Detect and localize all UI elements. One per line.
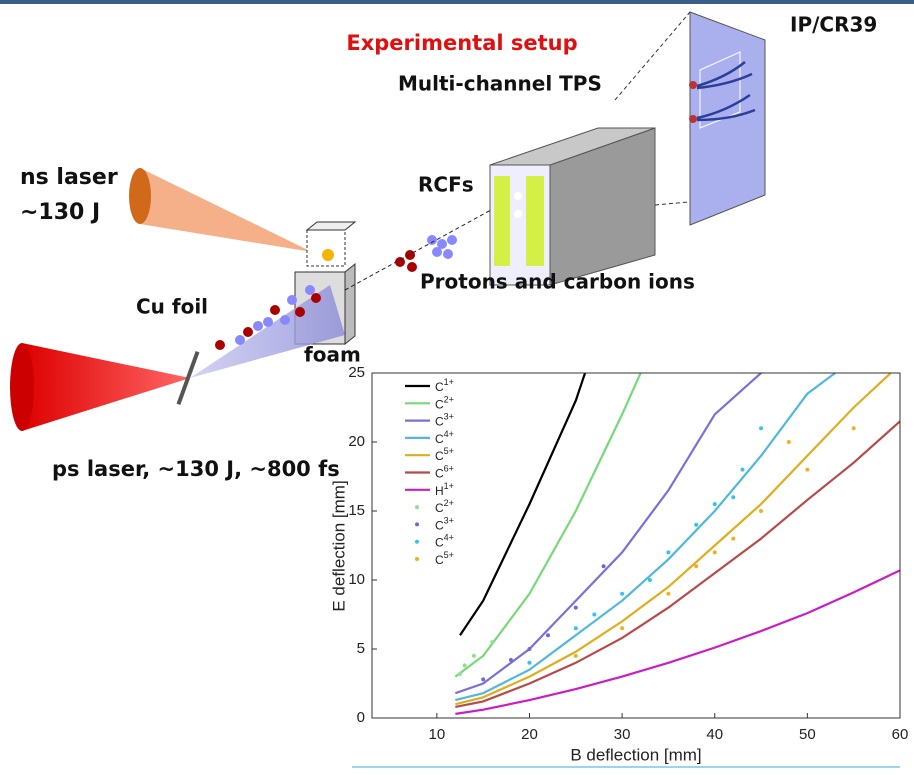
legend-marker [415, 505, 419, 509]
y-tick-label: 5 [357, 640, 365, 657]
scatter-point [713, 502, 717, 506]
target-spot [322, 249, 334, 261]
upper-cube-top [307, 222, 355, 230]
scatter-point [527, 661, 531, 665]
scatter-point [574, 626, 578, 630]
y-tick-label: 25 [348, 364, 365, 381]
label: ps laser, ~130 J, ~800 fs [52, 457, 340, 481]
plot-area [372, 373, 900, 718]
scatter-point [602, 564, 606, 568]
y-tick-label: 20 [348, 433, 365, 450]
scatter-point [666, 592, 670, 596]
zero-point [689, 81, 697, 89]
scatter-point [458, 672, 462, 676]
label: ns laser [20, 165, 118, 190]
scatter-point [472, 654, 476, 658]
pinhole [514, 192, 522, 200]
foam-cube-side [345, 264, 355, 344]
pinhole [514, 210, 522, 218]
scatter-point [574, 654, 578, 658]
scatter-point [731, 495, 735, 499]
scatter-point [592, 613, 596, 617]
scatter-point [731, 537, 735, 541]
title: Experimental setup [346, 31, 577, 55]
scatter-point [713, 550, 717, 554]
ns-beam [140, 168, 312, 252]
x-tick-label: 10 [428, 726, 445, 743]
scatter-point [787, 440, 791, 444]
page: Experimental setup Multi-channel TPS IP/… [0, 0, 914, 770]
x-axis-label: B deflection [mm] [570, 745, 701, 764]
scatter-point [666, 550, 670, 554]
scatter-point [694, 523, 698, 527]
legend-marker [415, 557, 419, 561]
rcf-1 [494, 176, 510, 266]
scatter-point [805, 468, 809, 472]
label: foam [304, 343, 361, 367]
zero-point [689, 115, 697, 123]
x-tick-label: 60 [892, 726, 909, 743]
y-tick-label: 15 [348, 502, 365, 519]
ps-beam [22, 343, 190, 431]
y-tick-label: 0 [357, 709, 365, 726]
scatter-point [463, 664, 467, 668]
scatter-point [509, 658, 513, 662]
scatter-point [546, 633, 550, 637]
label: Protons and carbon ions [420, 270, 695, 294]
y-axis-label: E deflection [mm] [329, 480, 348, 611]
scatter-point [620, 626, 624, 630]
label: RCFs [418, 173, 474, 197]
scatter-point [620, 592, 624, 596]
legend-marker [415, 522, 419, 526]
projection-line [615, 12, 690, 100]
x-tick-label: 50 [799, 726, 816, 743]
y-tick-label: 10 [348, 571, 365, 588]
scatter-point [648, 578, 652, 582]
scatter-point [741, 468, 745, 472]
ps-aperture [10, 343, 34, 431]
label: ~130 J [20, 200, 100, 225]
label: Cu foil [136, 295, 208, 319]
label: Multi-channel TPS [398, 72, 602, 96]
ns-aperture [129, 168, 151, 224]
scatter-point [759, 426, 763, 430]
x-tick-label: 20 [521, 726, 538, 743]
scatter-point [852, 426, 856, 430]
scatter-point [759, 509, 763, 513]
legend-marker [415, 540, 419, 544]
scatter-point [574, 606, 578, 610]
scatter-point [694, 564, 698, 568]
label: IP/CR39 [790, 13, 877, 37]
scatter-point [481, 677, 485, 681]
top-bar [0, 0, 914, 4]
scatter-point [490, 640, 494, 644]
scatter-point [527, 647, 531, 651]
rcf-2 [526, 176, 544, 266]
x-tick-label: 40 [706, 726, 723, 743]
x-tick-label: 30 [614, 726, 631, 743]
figure: Experimental setup Multi-channel TPS IP/… [0, 0, 914, 770]
